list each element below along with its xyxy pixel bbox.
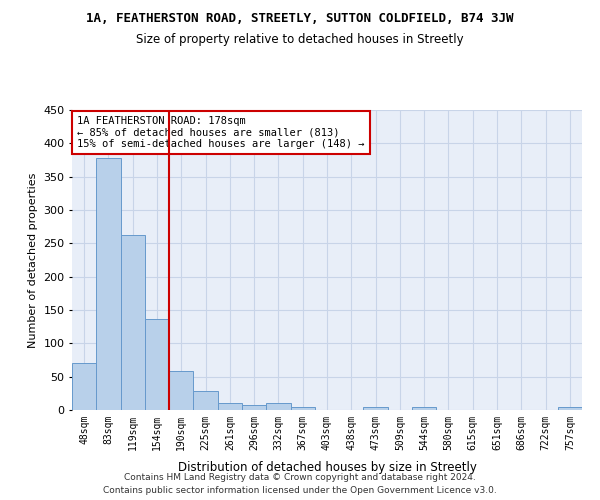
Bar [364, 406, 388, 410]
Bar [290, 406, 315, 410]
Bar [558, 408, 582, 410]
Bar [218, 404, 242, 410]
Bar [242, 404, 266, 410]
Text: 1A, FEATHERSTON ROAD, STREETLY, SUTTON COLDFIELD, B74 3JW: 1A, FEATHERSTON ROAD, STREETLY, SUTTON C… [86, 12, 514, 26]
Bar [121, 234, 145, 410]
Bar [266, 404, 290, 410]
Bar [145, 320, 169, 410]
Bar [169, 370, 193, 410]
X-axis label: Distribution of detached houses by size in Streetly: Distribution of detached houses by size … [178, 461, 476, 474]
Bar [193, 390, 218, 410]
Text: Size of property relative to detached houses in Streetly: Size of property relative to detached ho… [136, 32, 464, 46]
Bar [412, 408, 436, 410]
Text: Contains HM Land Registry data © Crown copyright and database right 2024.
Contai: Contains HM Land Registry data © Crown c… [103, 474, 497, 495]
Text: 1A FEATHERSTON ROAD: 178sqm
← 85% of detached houses are smaller (813)
15% of se: 1A FEATHERSTON ROAD: 178sqm ← 85% of det… [77, 116, 365, 149]
Bar [96, 158, 121, 410]
Bar [72, 364, 96, 410]
Y-axis label: Number of detached properties: Number of detached properties [28, 172, 38, 348]
